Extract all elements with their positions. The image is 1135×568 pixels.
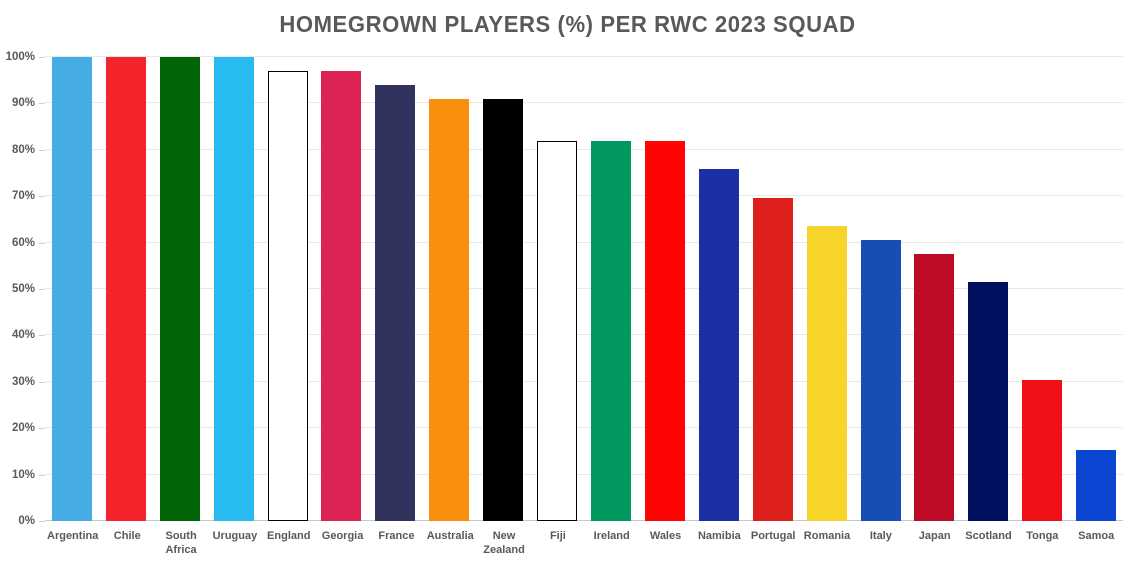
x-label-new-zealand: New Zealand xyxy=(483,530,525,557)
y-tick-label-10: 10% xyxy=(11,468,35,481)
y-tick-label-30: 30% xyxy=(11,375,35,388)
bar-romania xyxy=(806,225,847,521)
bar-slot-uruguay xyxy=(207,57,261,521)
gridline-40 xyxy=(45,334,1123,336)
bar-slot-tonga xyxy=(1015,57,1069,521)
bar-france xyxy=(375,85,416,521)
y-tick-label-60: 60% xyxy=(11,236,35,249)
x-axis: Argentina Chile South Africa Uruguay England… xyxy=(45,529,1123,558)
bar-georgia xyxy=(321,70,362,521)
x-label-scotland: Scotland xyxy=(965,530,1012,542)
y-tickmark-90 xyxy=(39,103,45,105)
y-tickmark-70 xyxy=(39,196,45,198)
y-axis: 0% 10% 20% 30% 40% 50% 60% 70% 80% 90% 100% xyxy=(0,51,45,527)
bar-slot-chile xyxy=(99,57,153,521)
bar-slot-namibia xyxy=(692,57,746,521)
y-tick-label-70: 70% xyxy=(11,190,35,203)
bar-slot-ireland xyxy=(584,57,638,521)
x-label-japan: Japan xyxy=(918,530,951,542)
y-tick-label-80: 80% xyxy=(11,143,35,156)
bar-uruguay xyxy=(213,57,254,521)
y-tick-label-50: 50% xyxy=(11,283,35,295)
x-label-ireland: Ireland xyxy=(593,530,630,542)
y-tickmark-0 xyxy=(39,521,45,522)
gridline-70 xyxy=(45,195,1123,197)
bar-slot-portugal xyxy=(746,57,800,521)
bar-wales xyxy=(644,141,685,521)
x-label-wales: Wales xyxy=(649,530,682,542)
bar-italy xyxy=(860,239,901,521)
bar-slot-england xyxy=(261,57,315,521)
bar-new-zealand xyxy=(483,99,524,521)
bar-slot-argentina xyxy=(45,57,99,521)
x-label-samoa: Samoa xyxy=(1078,530,1115,542)
gridline-90 xyxy=(45,102,1123,104)
y-tick-label-90: 90% xyxy=(11,97,35,110)
y-tickmark-100 xyxy=(39,57,45,58)
x-label-portugal: Portugal xyxy=(750,530,796,542)
x-label-italy: Italy xyxy=(869,530,892,542)
bars-row xyxy=(45,57,1123,521)
bar-slot-georgia xyxy=(315,57,369,521)
x-label-australia: Australia xyxy=(426,530,474,542)
bar-scotland xyxy=(968,282,1009,521)
bar-slot-scotland xyxy=(961,57,1015,521)
bar-slot-wales xyxy=(638,57,692,521)
y-tickmark-80 xyxy=(39,149,45,151)
y-tick-label-0: 0% xyxy=(18,515,35,527)
bar-slot-samoa xyxy=(1069,57,1123,521)
bar-tonga xyxy=(1022,380,1063,521)
gridline-10 xyxy=(45,473,1123,475)
bar-samoa xyxy=(1076,450,1117,521)
bar-slot-south-africa xyxy=(153,57,207,521)
y-tick-label-40: 40% xyxy=(11,329,35,342)
chart-title: HOMEGROWN PLAYERS (%) PER RWC 2023 SQUAD xyxy=(279,11,856,37)
bar-slot-romania xyxy=(800,57,854,521)
y-tickmark-20 xyxy=(39,428,45,430)
bar-chile xyxy=(105,57,146,521)
bar-south-africa xyxy=(159,57,200,521)
y-tick-label-100: 100% xyxy=(5,51,35,63)
x-label-england: England xyxy=(267,530,311,542)
x-label-namibia: Namibia xyxy=(697,530,741,542)
y-tickmark-40 xyxy=(39,335,45,337)
bar-namibia xyxy=(698,169,739,521)
bar-fiji xyxy=(537,141,578,521)
bar-portugal xyxy=(752,197,793,521)
bar-slot-new-zealand xyxy=(476,57,530,521)
plot-area xyxy=(45,56,1123,521)
bar-slot-fiji xyxy=(530,57,584,521)
x-label-uruguay: Uruguay xyxy=(212,530,258,542)
x-label-romania: Romania xyxy=(803,530,851,542)
bar-slot-japan xyxy=(908,57,962,521)
gridline-30 xyxy=(45,380,1123,382)
x-label-georgia: Georgia xyxy=(321,530,364,542)
gridline-60 xyxy=(45,241,1123,243)
bar-slot-italy xyxy=(854,57,908,521)
bar-ireland xyxy=(591,141,632,521)
bar-japan xyxy=(914,253,955,521)
gridline-80 xyxy=(45,148,1123,150)
x-label-chile: Chile xyxy=(113,530,141,542)
gridline-0 xyxy=(45,520,1123,521)
x-label-fiji: Fiji xyxy=(549,530,566,542)
gridline-20 xyxy=(45,427,1123,429)
y-tickmark-30 xyxy=(39,381,45,383)
y-tick-label-20: 20% xyxy=(11,422,35,435)
x-label-tonga: Tonga xyxy=(1026,530,1059,542)
bar-australia xyxy=(429,99,470,521)
y-tickmark-60 xyxy=(39,242,45,244)
y-tickmark-50 xyxy=(39,289,45,290)
gridline-100 xyxy=(45,56,1123,57)
y-tickmark-10 xyxy=(39,474,45,476)
bar-slot-france xyxy=(368,57,422,521)
gridline-50 xyxy=(45,288,1123,289)
x-label-france: France xyxy=(378,530,415,542)
x-label-south-africa: South Africa xyxy=(165,530,197,557)
bar-argentina xyxy=(51,57,92,521)
bar-slot-australia xyxy=(422,57,476,521)
x-label-argentina: Argentina xyxy=(47,530,99,542)
bar-england xyxy=(267,70,308,521)
